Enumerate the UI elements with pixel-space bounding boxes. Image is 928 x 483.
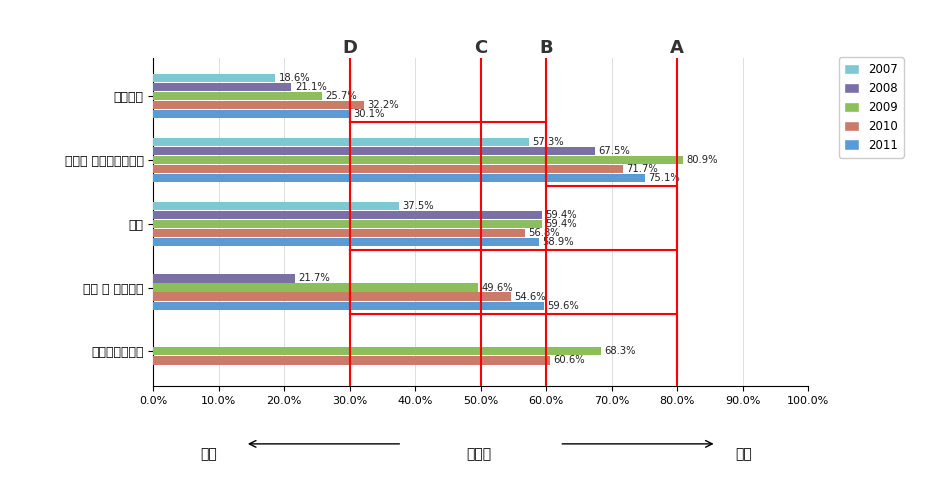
- Text: 49.6%: 49.6%: [481, 283, 512, 293]
- Text: 54.6%: 54.6%: [513, 292, 545, 301]
- Legend: 2007, 2008, 2009, 2010, 2011: 2007, 2008, 2009, 2010, 2011: [838, 57, 903, 158]
- Text: 32.2%: 32.2%: [367, 100, 399, 110]
- Bar: [153, 147, 595, 155]
- Bar: [153, 101, 364, 110]
- Text: 18.6%: 18.6%: [278, 73, 310, 83]
- Text: 59.6%: 59.6%: [547, 300, 578, 311]
- Text: 57.3%: 57.3%: [531, 137, 563, 147]
- Bar: [153, 301, 543, 310]
- Bar: [153, 220, 542, 228]
- Text: 21.1%: 21.1%: [294, 82, 326, 92]
- Text: 58.9%: 58.9%: [542, 237, 574, 247]
- Bar: [153, 238, 538, 246]
- Bar: [153, 201, 398, 210]
- Bar: [153, 165, 622, 173]
- Text: D: D: [342, 39, 357, 57]
- Bar: [153, 74, 275, 82]
- Text: 71.7%: 71.7%: [625, 164, 657, 174]
- Text: C: C: [473, 39, 487, 57]
- Text: 68.3%: 68.3%: [603, 346, 635, 356]
- Text: 37.5%: 37.5%: [402, 200, 433, 211]
- Text: 59.4%: 59.4%: [545, 210, 576, 220]
- Bar: [153, 228, 524, 237]
- Bar: [153, 92, 321, 100]
- Text: 67.5%: 67.5%: [598, 146, 630, 156]
- Bar: [153, 138, 528, 146]
- Text: 30.1%: 30.1%: [354, 109, 385, 119]
- Text: 75.1%: 75.1%: [648, 173, 679, 183]
- Bar: [153, 284, 478, 292]
- Bar: [153, 156, 682, 164]
- Bar: [153, 110, 350, 118]
- Bar: [153, 356, 549, 365]
- Text: 59.4%: 59.4%: [545, 219, 576, 229]
- Text: A: A: [670, 39, 683, 57]
- Bar: [153, 174, 644, 182]
- Text: B: B: [539, 39, 552, 57]
- Bar: [153, 347, 600, 355]
- Bar: [153, 211, 542, 219]
- Text: 높음: 높음: [734, 447, 751, 461]
- Text: 21.7%: 21.7%: [299, 273, 330, 284]
- Text: 80.9%: 80.9%: [686, 155, 717, 165]
- Text: 낮음: 낮음: [200, 447, 217, 461]
- Text: 건강성: 건강성: [465, 447, 491, 461]
- Bar: [153, 83, 291, 91]
- Text: 56.8%: 56.8%: [528, 228, 560, 238]
- Bar: [153, 293, 510, 301]
- Bar: [153, 274, 295, 283]
- Text: 60.6%: 60.6%: [553, 355, 585, 365]
- Text: 25.7%: 25.7%: [325, 91, 356, 101]
